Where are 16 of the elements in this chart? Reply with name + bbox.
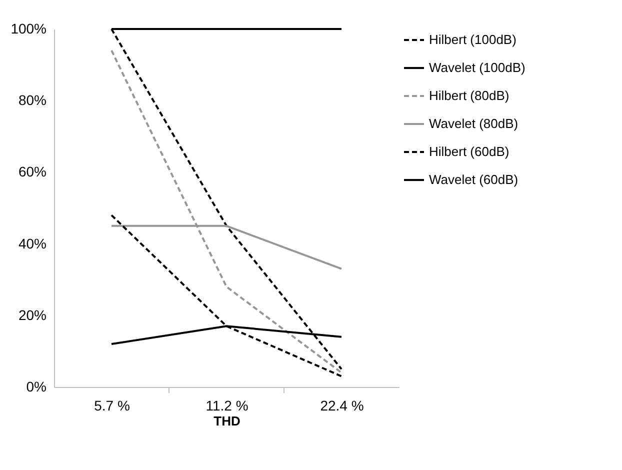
legend-label: Hilbert (60dB) [429,144,510,159]
legend-label: Wavelet (100dB) [429,60,526,75]
legend-label: Hilbert (80dB) [429,88,510,103]
y-tick-label: 60% [18,164,46,180]
y-tick-label: 20% [18,306,46,323]
x-tick-label: 22.4 % [320,398,364,414]
y-tick-label: 80% [18,92,46,108]
y-tick-label: 100% [10,20,46,36]
x-tick-label: 11.2 % [206,398,248,414]
legend-label: Hilbert (100dB) [429,32,516,47]
x-axis-title: THD [214,414,240,428]
legend-label: Wavelet (60dB) [429,172,518,187]
legend-label: Wavelet (80dB) [429,116,518,131]
x-tick-label: 5.7 % [94,398,130,414]
y-tick-label: 40% [18,235,46,252]
y-tick-label: 0% [26,378,46,394]
